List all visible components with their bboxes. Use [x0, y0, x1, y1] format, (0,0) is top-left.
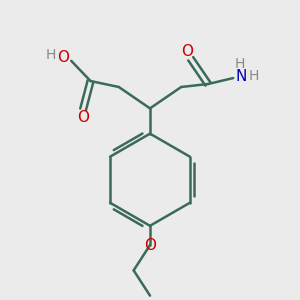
Text: H: H — [235, 57, 245, 71]
Text: H: H — [248, 69, 259, 83]
Text: O: O — [57, 50, 69, 65]
Text: O: O — [181, 44, 193, 59]
Text: N: N — [236, 69, 247, 84]
Text: O: O — [144, 238, 156, 253]
Text: O: O — [77, 110, 89, 125]
Text: H: H — [46, 49, 56, 62]
